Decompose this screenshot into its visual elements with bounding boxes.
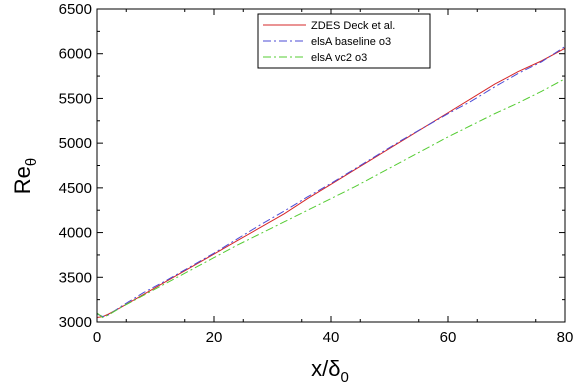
y-tick-label: 6500	[59, 1, 92, 18]
legend: ZDES Deck et al. elsA baseline o3 elsA vc2…	[257, 13, 431, 69]
series-line-0	[96, 47, 566, 319]
x-tick-label: 80	[557, 329, 574, 346]
x-axis-label-main: x/	[311, 356, 329, 381]
legend-label-1: elsA baseline o3	[311, 36, 391, 48]
series-line-1	[96, 46, 566, 318]
x-tick-label: 40	[323, 329, 340, 346]
series-line-2	[96, 78, 566, 319]
x-tick-label: 20	[206, 329, 223, 346]
y-tick-label: 6000	[59, 46, 92, 63]
y-tick-label: 5000	[59, 135, 92, 152]
ticks-layer: 0 20 40 60 80 3000 3500 4000 4500 5000 5500 6000 650…	[59, 1, 574, 346]
y-tick-label: 3500	[59, 269, 92, 286]
x-axis-label-sub: 0	[341, 369, 349, 386]
x-axis-label: x/δ0	[311, 356, 349, 386]
y-tick-label: 3000	[59, 314, 92, 331]
x-tick-label: 60	[440, 329, 457, 346]
y-tick-label: 4500	[59, 180, 92, 197]
x-tick-label: 0	[93, 329, 101, 346]
legend-label-0: ZDES Deck et al.	[311, 20, 395, 32]
y-axis-label: Reθ	[10, 158, 40, 194]
series-layer	[96, 46, 566, 319]
legend-label-2: elsA vc2 o3	[311, 52, 367, 64]
y-axis-label-sub: θ	[23, 158, 40, 166]
x-axis-label-symbol: δ	[328, 356, 340, 381]
y-axis-label-main: Re	[10, 166, 35, 194]
y-tick-label: 5500	[59, 90, 92, 107]
y-tick-label: 4000	[59, 225, 92, 242]
